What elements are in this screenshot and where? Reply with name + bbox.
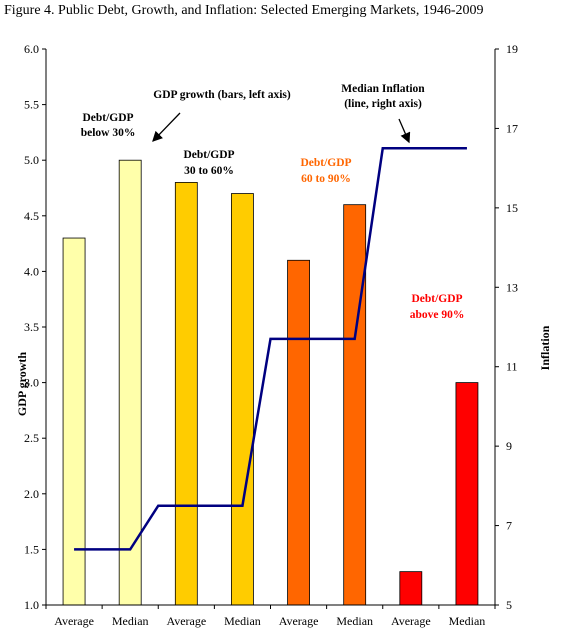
annot-group-30-60-line-0: Debt/GDP [183, 149, 234, 161]
left-tick-label-7: 4.5 [24, 209, 39, 223]
annot-group-below-30: Debt/GDP below 30% [81, 112, 136, 139]
right-tick-label-6: 17 [506, 121, 518, 135]
left-tick-label-1: 1.5 [24, 542, 39, 556]
annot-group-below-30-line-1: below 30% [81, 127, 136, 139]
left-tick-label-8: 5.0 [24, 153, 39, 167]
x-tick-label-4: Average [279, 614, 319, 628]
annot-group-above-90-line-1: above 90% [410, 309, 465, 321]
x-tick-label-5: Median [336, 614, 373, 628]
left-tick-label-3: 2.5 [24, 431, 39, 445]
annot-median-inflation-line-1: (line, right axis) [344, 98, 422, 110]
annot-group-60-90: Debt/GDP 60 to 90% [300, 157, 351, 185]
x-tick-label-6: Average [391, 614, 431, 628]
bar-2 [174, 182, 198, 606]
figure-title: Figure 4. Public Debt, Growth, and Infla… [4, 3, 484, 18]
inflation-line [74, 147, 467, 551]
annot-group-60-90-line-0: Debt/GDP [300, 157, 351, 169]
x-tick-label-2: Average [166, 614, 206, 628]
annot-group-below-30-line-0: Debt/GDP [82, 112, 133, 124]
annot-group-above-90: Debt/GDP above 90% [410, 293, 465, 321]
right-tick-label-2: 9 [506, 439, 512, 453]
annot-group-30-60: Debt/GDP 30 to 60% [183, 149, 234, 177]
annot-gdp-growth-line-0: GDP growth (bars, left axis) [153, 89, 291, 101]
bar-4 [287, 259, 310, 606]
x-tick-label-3: Median [224, 614, 261, 628]
y2-axis-label: Inflation [538, 325, 552, 370]
right-tick-label-1: 7 [506, 519, 512, 533]
left-tick-label-4: 3.0 [24, 376, 39, 390]
annot-group-above-90-line-0: Debt/GDP [411, 293, 462, 305]
bar-6 [399, 571, 423, 606]
annot-median-inflation: Median Inflation (line, right axis) [341, 83, 425, 110]
right-tick-label-0: 5 [506, 598, 512, 612]
x-tick-label-7: Median [449, 614, 486, 628]
left-tick-label-6: 4.0 [24, 264, 39, 278]
left-tick-label-5: 3.5 [24, 320, 39, 334]
right-tick-label-3: 11 [506, 360, 518, 374]
x-tick-label-0: Average [54, 614, 94, 628]
arrow-gdp-growth [152, 112, 181, 142]
x-tick-label-1: Median [112, 614, 149, 628]
left-tick-label-10: 6.0 [24, 42, 39, 56]
bar-5 [343, 204, 367, 606]
bar-7 [455, 382, 479, 606]
arrow-median-inflation [398, 118, 411, 144]
right-tick-label-5: 15 [506, 201, 518, 215]
annot-median-inflation-line-0: Median Inflation [341, 83, 425, 95]
right-tick-label-4: 13 [506, 280, 518, 294]
annot-gdp-growth: GDP growth (bars, left axis) [153, 89, 291, 101]
left-tick-label-9: 5.5 [24, 98, 39, 112]
y-axis-label: GDP growth [15, 352, 29, 416]
left-tick-label-2: 2.0 [24, 487, 39, 501]
right-tick-label-7: 19 [506, 42, 518, 56]
bar-3 [231, 193, 254, 606]
annot-group-30-60-line-1: 30 to 60% [184, 165, 234, 177]
left-tick-label-0: 1.0 [24, 598, 39, 612]
annot-group-60-90-line-1: 60 to 90% [301, 173, 351, 185]
